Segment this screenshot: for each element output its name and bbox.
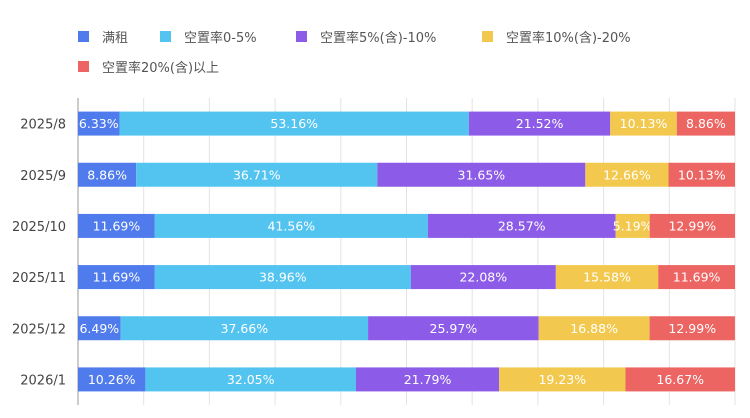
bar-segment[interactable] xyxy=(355,367,500,392)
legend-label: 空置率10%(含)-20% xyxy=(506,30,631,46)
bar-segment[interactable] xyxy=(649,213,735,238)
data-label: 41.56% xyxy=(267,218,315,233)
bar-segment[interactable] xyxy=(154,265,411,290)
data-label: 6.33% xyxy=(79,116,119,131)
data-label: 25.97% xyxy=(430,321,478,336)
data-label: 19.23% xyxy=(538,372,586,387)
data-label: 6.49% xyxy=(79,321,119,336)
data-label: 21.52% xyxy=(516,116,564,131)
bar-segment[interactable] xyxy=(78,111,120,136)
legend-item[interactable]: 空置率0-5% xyxy=(160,26,296,46)
data-label: 8.86% xyxy=(686,116,726,131)
bar-segment[interactable] xyxy=(468,111,611,136)
data-label: 12.99% xyxy=(668,218,716,233)
data-label: 31.65% xyxy=(458,167,506,182)
bar-segment[interactable] xyxy=(649,316,735,341)
data-label: 5.19% xyxy=(613,218,653,233)
bar-segment[interactable] xyxy=(676,111,735,136)
bar-segment[interactable] xyxy=(368,316,539,341)
data-label: 16.67% xyxy=(656,372,704,387)
bar-segment[interactable] xyxy=(78,162,137,187)
bar-segment[interactable] xyxy=(78,316,121,341)
bar-segment[interactable] xyxy=(585,162,669,187)
data-label: 12.99% xyxy=(668,321,716,336)
bar-segment[interactable] xyxy=(499,367,626,392)
data-label: 11.69% xyxy=(673,270,721,285)
legend-swatch xyxy=(296,30,307,42)
category-label: 2025/12 xyxy=(12,322,66,337)
bar-segment[interactable] xyxy=(610,111,677,136)
bar-segment[interactable] xyxy=(410,265,556,290)
legend-label: 满租 xyxy=(102,30,129,46)
bar-segment[interactable] xyxy=(625,367,735,392)
bar-segment[interactable] xyxy=(668,162,735,187)
category-label: 2025/10 xyxy=(12,220,66,235)
data-label: 36.71% xyxy=(233,167,281,182)
bar-segment[interactable] xyxy=(78,213,155,238)
legend-label: 空置率5%(含)-10% xyxy=(320,30,437,46)
data-label: 38.96% xyxy=(259,270,307,285)
bar-segment[interactable] xyxy=(78,265,155,290)
data-label: 37.66% xyxy=(221,321,269,336)
bar-segment[interactable] xyxy=(377,162,586,187)
data-label: 28.57% xyxy=(498,218,546,233)
data-label: 53.16% xyxy=(270,116,318,131)
category-label: 2025/8 xyxy=(20,118,66,133)
category-label: 2025/9 xyxy=(20,169,66,184)
legend-swatch xyxy=(78,30,89,42)
category-label: 2026/1 xyxy=(20,373,66,388)
legend: 满租 空置率0-5% 空置率5%(含)-10% 空置率10%(含)-20% 空置率20%… xyxy=(78,26,718,76)
data-label: 8.86% xyxy=(87,167,127,182)
data-label: 21.79% xyxy=(404,372,452,387)
legend-swatch xyxy=(482,30,493,42)
legend-item[interactable]: 空置率20%(含)以上 xyxy=(78,56,219,76)
data-label: 11.69% xyxy=(93,270,141,285)
data-label: 10.26% xyxy=(88,372,136,387)
bar-segment[interactable] xyxy=(119,111,469,136)
bar-segment[interactable] xyxy=(555,265,659,290)
data-label: 32.05% xyxy=(227,372,275,387)
bar-segment[interactable] xyxy=(78,367,146,392)
bar-segment[interactable] xyxy=(154,213,428,238)
bar-segment[interactable] xyxy=(120,316,369,341)
legend-item[interactable]: 满租 xyxy=(78,26,160,46)
data-label: 11.69% xyxy=(93,218,141,233)
bar-segment[interactable] xyxy=(145,367,356,392)
category-label: 2025/11 xyxy=(12,271,66,286)
data-label: 22.08% xyxy=(459,270,507,285)
data-label: 10.13% xyxy=(678,167,726,182)
legend-label: 空置率0-5% xyxy=(184,30,257,46)
data-label: 10.13% xyxy=(620,116,668,131)
bar-segment[interactable] xyxy=(427,213,616,238)
legend-item[interactable]: 空置率5%(含)-10% xyxy=(296,26,482,46)
legend-label: 空置率20%(含)以上 xyxy=(102,60,220,76)
bar-segment[interactable] xyxy=(136,162,378,187)
legend-swatch xyxy=(160,30,171,42)
bar-segment[interactable] xyxy=(615,213,650,238)
data-label: 15.58% xyxy=(583,270,631,285)
bar-segment[interactable] xyxy=(658,265,735,290)
legend-item[interactable]: 空置率10%(含)-20% xyxy=(482,26,682,46)
bar-segment[interactable] xyxy=(538,316,650,341)
data-label: 12.66% xyxy=(603,167,651,182)
legend-swatch xyxy=(78,60,89,72)
data-label: 16.88% xyxy=(570,321,618,336)
